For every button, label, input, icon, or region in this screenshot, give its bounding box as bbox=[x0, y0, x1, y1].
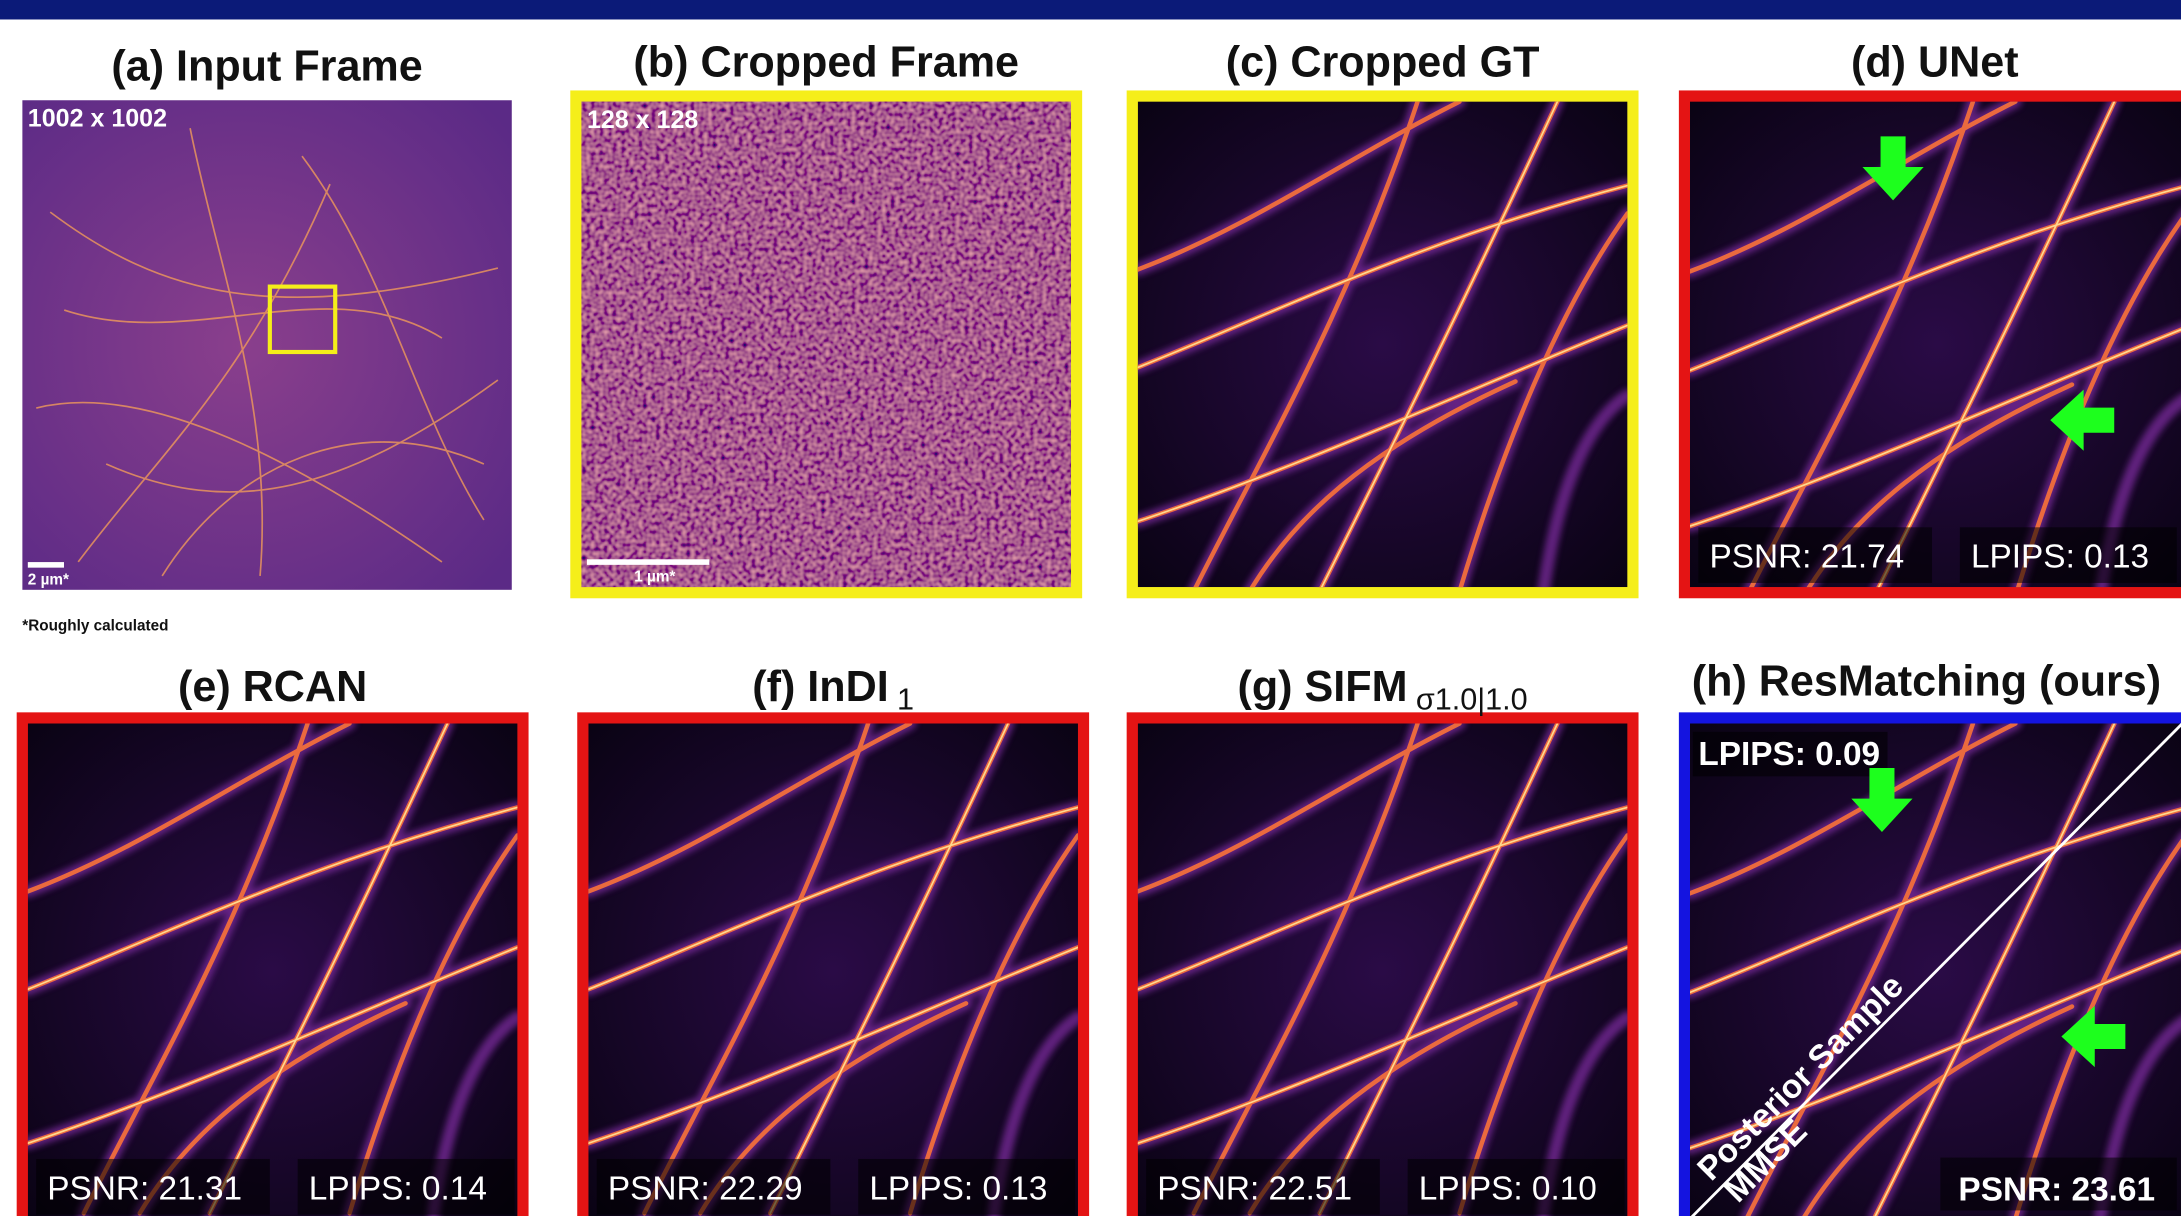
lpips-label: LPIPS: 0.14 bbox=[309, 1170, 487, 1207]
title-text: (a) Input Frame bbox=[111, 43, 422, 91]
title-text: (b) Cropped Frame bbox=[633, 39, 1019, 87]
title-subscript: 1 bbox=[897, 683, 914, 717]
title-text: (c) Cropped GT bbox=[1226, 39, 1540, 87]
top-bar bbox=[0, 0, 2181, 19]
scale-bar bbox=[587, 559, 709, 565]
psnr-label: PSNR: 22.29 bbox=[608, 1170, 803, 1207]
lpips-label: LPIPS: 0.13 bbox=[1971, 539, 2149, 576]
psnr-label: PSNR: 21.74 bbox=[1709, 539, 1904, 576]
panel-image bbox=[588, 723, 1078, 1216]
title-subscript: σ1.0|1.0 bbox=[1416, 683, 1528, 717]
panel-title: (c) Cropped GT bbox=[1226, 39, 1540, 87]
size-label: 1002 x 1002 bbox=[28, 105, 167, 133]
panel-image bbox=[581, 102, 1071, 588]
psnr-label: PSNR: 22.51 bbox=[1157, 1170, 1352, 1207]
panel-image bbox=[22, 100, 512, 590]
panel-title: (d) UNet bbox=[1851, 39, 2019, 87]
figure: (a) Input Frame 1002 x 1002 2 µm* (b) Cropp… bbox=[0, 0, 2181, 1216]
panel-title: (b) Cropped Frame bbox=[633, 39, 1019, 87]
panel-title: (g) SIFM σ1.0|1.0 bbox=[1237, 663, 1527, 716]
psnr-label: PSNR: 21.31 bbox=[47, 1170, 242, 1207]
panel-title: (e) RCAN bbox=[178, 663, 367, 711]
lpips-label: LPIPS: 0.09 bbox=[1698, 736, 1880, 773]
title-text: (g) SIFM bbox=[1237, 663, 1407, 711]
panel-image bbox=[1690, 102, 2181, 597]
footnote: *Roughly calculated bbox=[22, 617, 168, 634]
image-bg bbox=[22, 100, 512, 590]
title-text: (d) UNet bbox=[1851, 39, 2019, 87]
panel-title: (a) Input Frame bbox=[111, 43, 422, 91]
scale-bar bbox=[28, 562, 64, 568]
panels: (a) Input Frame 1002 x 1002 2 µm* (b) Cropp… bbox=[17, 39, 2181, 1216]
size-label: 128 x 128 bbox=[587, 106, 698, 134]
title-text: (f) InDI bbox=[752, 663, 888, 711]
panel-image bbox=[28, 723, 518, 1216]
noise bbox=[581, 102, 1071, 588]
panel-title: (h) ResMatching (ours) bbox=[1692, 658, 2161, 706]
lpips-label: LPIPS: 0.10 bbox=[1419, 1170, 1597, 1207]
title-text: (h) ResMatching (ours) bbox=[1692, 658, 2161, 706]
title-text: (e) RCAN bbox=[178, 663, 367, 711]
panel-title: (f) InDI 1 bbox=[752, 663, 914, 716]
scale-label: 1 µm* bbox=[634, 569, 675, 586]
panel-image bbox=[1138, 723, 1628, 1216]
lpips-label: LPIPS: 0.13 bbox=[869, 1170, 1047, 1207]
scale-label: 2 µm* bbox=[28, 571, 69, 588]
panel-image bbox=[1138, 102, 1628, 592]
psnr-label: PSNR: 23.61 bbox=[1958, 1172, 2155, 1209]
